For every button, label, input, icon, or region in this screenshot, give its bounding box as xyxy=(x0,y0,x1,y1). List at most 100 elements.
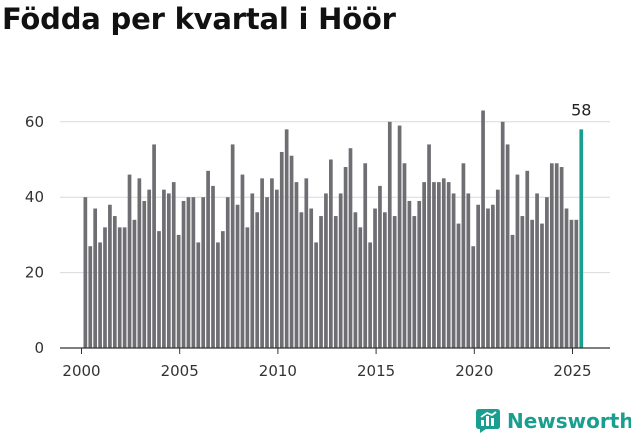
bar xyxy=(230,144,235,348)
bar xyxy=(98,242,102,348)
bar xyxy=(103,227,107,348)
bar xyxy=(387,121,392,348)
x-tick-label: 2020 xyxy=(455,362,493,380)
bar xyxy=(358,227,363,348)
bars xyxy=(83,110,584,349)
bar xyxy=(574,219,579,348)
bar xyxy=(181,200,186,348)
bar xyxy=(206,170,210,348)
bar xyxy=(265,197,269,348)
bar xyxy=(250,193,255,348)
bar xyxy=(540,223,544,348)
bar xyxy=(471,246,476,348)
bar xyxy=(196,242,201,348)
newsworthy-logo[interactable]: Newsworthy xyxy=(475,408,631,434)
bar xyxy=(294,182,299,348)
bar xyxy=(564,208,569,348)
bar xyxy=(545,197,549,348)
bar xyxy=(432,182,436,348)
bar xyxy=(417,200,422,348)
bar xyxy=(255,212,260,348)
bar xyxy=(441,178,446,348)
bar xyxy=(451,193,456,348)
bar xyxy=(407,200,412,348)
bar xyxy=(309,208,314,348)
bar xyxy=(383,212,387,348)
bar xyxy=(461,163,466,348)
bar xyxy=(466,193,471,348)
x-tick-label: 2000 xyxy=(62,362,100,380)
x-axis xyxy=(60,347,610,354)
y-tick-label: 0 xyxy=(34,339,44,357)
bar xyxy=(329,159,333,348)
bar xyxy=(412,216,417,348)
bar xyxy=(142,200,147,348)
bar xyxy=(422,182,426,348)
bar xyxy=(314,242,318,348)
x-tick-label: 2005 xyxy=(161,362,199,380)
y-axis-tick-labels: 0 20 40 60 xyxy=(25,113,44,357)
bar xyxy=(216,242,220,348)
bar xyxy=(270,178,274,348)
bar xyxy=(157,231,161,348)
bar xyxy=(260,178,264,348)
bar xyxy=(127,174,132,348)
bar xyxy=(456,223,461,348)
bar xyxy=(397,125,402,348)
bar xyxy=(353,212,358,348)
y-tick-label: 60 xyxy=(25,113,44,131)
chart-title: Födda per kvartal i Höör xyxy=(2,2,396,36)
bar xyxy=(112,216,117,348)
data-labels: 58 xyxy=(571,100,591,119)
bar xyxy=(211,185,215,348)
bar xyxy=(93,208,98,348)
brand-name: Newsworthy xyxy=(507,409,631,433)
bar xyxy=(368,242,372,348)
bar xyxy=(176,234,181,348)
bar xyxy=(201,197,206,348)
bar xyxy=(373,208,377,348)
bar xyxy=(495,189,500,348)
bar xyxy=(162,189,166,348)
bar xyxy=(88,246,93,348)
bar xyxy=(446,182,451,348)
x-tick-label: 2015 xyxy=(357,362,395,380)
bar xyxy=(530,219,535,348)
bar xyxy=(559,167,564,348)
bar xyxy=(515,174,520,348)
bar xyxy=(476,204,480,348)
bar xyxy=(554,163,559,348)
bar xyxy=(427,144,431,348)
bar xyxy=(510,234,515,348)
bar xyxy=(378,185,382,348)
newsworthy-icon xyxy=(476,409,500,433)
bar xyxy=(289,155,294,348)
bar xyxy=(132,219,137,348)
bar xyxy=(333,216,338,348)
bar xyxy=(486,208,490,348)
bar xyxy=(245,227,250,348)
bar xyxy=(343,167,348,348)
bar xyxy=(225,197,230,348)
bar xyxy=(505,144,510,348)
bar xyxy=(166,193,171,348)
bar xyxy=(122,227,127,348)
bar xyxy=(186,197,191,348)
bar xyxy=(284,129,289,348)
bar xyxy=(392,216,397,348)
bar xyxy=(279,151,284,348)
y-tick-label: 20 xyxy=(25,264,44,282)
bar xyxy=(147,189,152,348)
bar xyxy=(319,216,323,348)
bar xyxy=(569,219,574,348)
bar xyxy=(304,178,309,348)
bar xyxy=(220,231,225,348)
bar xyxy=(535,193,539,348)
bar xyxy=(549,163,554,348)
y-tick-label: 40 xyxy=(25,188,44,206)
bar xyxy=(191,197,196,348)
bar xyxy=(363,163,368,348)
bar xyxy=(299,212,304,348)
bar xyxy=(152,144,156,348)
